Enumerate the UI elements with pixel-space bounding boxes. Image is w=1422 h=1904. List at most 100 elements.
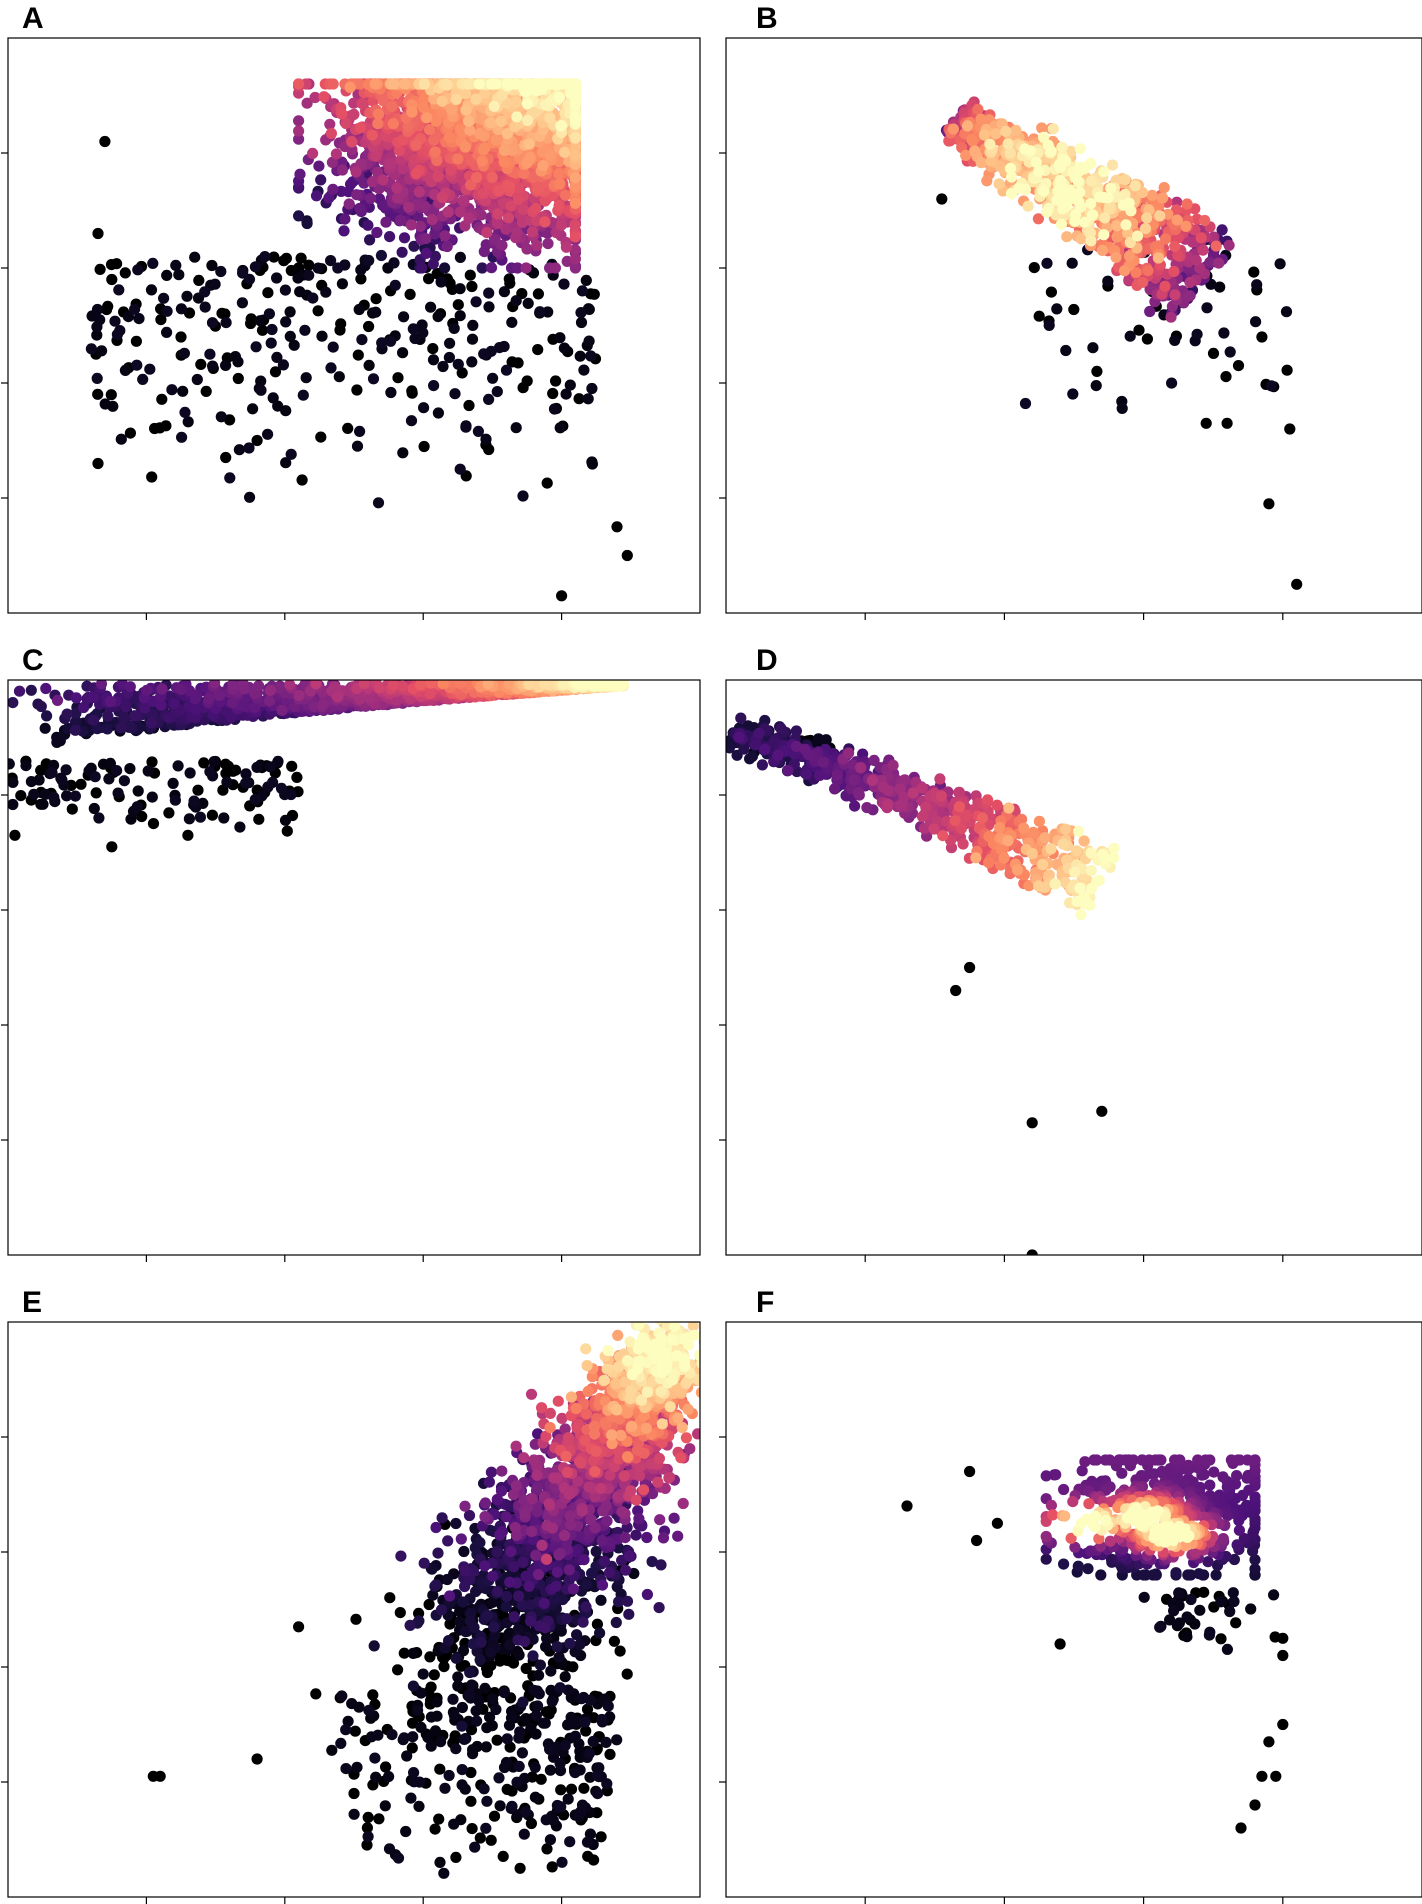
scatter-point	[1165, 311, 1177, 323]
scatter-point	[168, 697, 180, 710]
scatter-point	[265, 337, 277, 349]
scatter-point	[60, 764, 72, 776]
scatter-point	[432, 170, 444, 182]
scatter-point	[478, 144, 490, 156]
scatter-point	[129, 710, 141, 722]
scatter-point	[473, 78, 485, 90]
scatter-point	[539, 195, 551, 207]
scatter-point	[426, 214, 438, 226]
scatter-point	[249, 701, 261, 714]
scatter-point	[250, 341, 262, 353]
scatter-point	[1157, 192, 1169, 204]
scatter-point	[154, 422, 166, 434]
scatter-point	[106, 841, 118, 853]
scatter-point	[575, 316, 588, 329]
scatter-point	[464, 269, 476, 281]
scatter-point	[251, 434, 263, 447]
scatter-point	[423, 273, 435, 285]
scatter-point	[8, 697, 19, 709]
scatter-point	[184, 767, 196, 779]
scatter-point	[267, 776, 279, 789]
panel-label-c: C	[22, 644, 44, 677]
scatter-point	[307, 292, 319, 304]
scatter-point	[1004, 147, 1017, 159]
scatter-point	[575, 307, 587, 319]
scatter-point	[491, 217, 504, 229]
scatter-point	[456, 367, 468, 379]
scatter-point	[131, 801, 143, 813]
scatter-point	[1032, 213, 1044, 225]
scatter-point	[307, 147, 319, 159]
scatter-point	[316, 330, 328, 342]
scatter-point	[463, 212, 475, 224]
scatter-point	[439, 262, 451, 274]
scatter-point	[1028, 262, 1040, 274]
scatter-point	[372, 118, 384, 130]
scatter-point	[509, 167, 522, 179]
scatter-point	[351, 440, 364, 452]
scatter-point	[51, 694, 64, 707]
scatter-point	[532, 183, 544, 195]
scatter-point	[199, 301, 211, 313]
scatter-point	[1250, 316, 1262, 328]
scatter-point	[1265, 380, 1277, 392]
scatter-point	[421, 112, 433, 124]
scatter-points	[85, 78, 633, 602]
scatter-point	[1069, 209, 1082, 221]
scatter-point	[169, 794, 181, 806]
scatter-point	[156, 683, 168, 695]
scatter-point	[303, 259, 315, 271]
scatter-point	[364, 234, 376, 246]
scatter-point	[391, 182, 403, 194]
scatter-point	[129, 303, 141, 315]
scatter-point	[209, 278, 221, 290]
scatter-point	[330, 148, 342, 160]
scatter-point	[99, 398, 111, 410]
scatter-point	[621, 549, 633, 562]
scatter-point	[362, 219, 374, 231]
scatter-point	[1004, 162, 1017, 175]
scatter-point	[172, 760, 184, 772]
scatter-point	[428, 380, 440, 392]
scatter-point	[459, 141, 471, 153]
scatter-point	[1057, 187, 1069, 199]
scatter-point	[427, 354, 440, 366]
scatter-point	[460, 104, 472, 116]
scatter-point	[271, 272, 283, 284]
scatter-point	[25, 684, 37, 696]
scatter-point	[189, 693, 201, 705]
scatter-point	[483, 301, 495, 313]
scatter-point	[377, 174, 389, 186]
scatter-point	[91, 372, 103, 384]
scatter-point	[102, 710, 114, 722]
scatter-point	[398, 311, 410, 323]
scatter-point	[430, 115, 442, 127]
scatter-point	[1123, 250, 1135, 262]
scatter-point	[1123, 197, 1135, 209]
scatter-point	[586, 456, 598, 468]
scatter-point	[1010, 124, 1022, 136]
scatter-point	[1201, 302, 1213, 314]
scatter-point	[1054, 174, 1066, 187]
scatter-point	[569, 219, 581, 231]
scatter-point	[1280, 306, 1293, 318]
scatter-point	[1065, 187, 1077, 199]
scatter-point	[221, 776, 233, 788]
scatter-point	[485, 262, 498, 274]
scatter-point	[111, 258, 123, 270]
scatter-point	[553, 168, 565, 180]
scatter-point	[1190, 254, 1202, 266]
scatter-point	[66, 803, 78, 815]
scatter-point	[512, 357, 524, 369]
scatter-point	[517, 490, 529, 502]
scatter-point	[293, 125, 305, 137]
scatter-point	[377, 95, 389, 107]
scatter-point	[1183, 290, 1195, 302]
scatter-point	[262, 428, 274, 440]
scatter-point	[259, 251, 271, 263]
scatter-point	[92, 457, 104, 470]
scatter-point	[425, 301, 437, 313]
scatter-point	[569, 197, 582, 209]
scatter-point	[254, 315, 266, 327]
scatter-point	[198, 757, 210, 769]
